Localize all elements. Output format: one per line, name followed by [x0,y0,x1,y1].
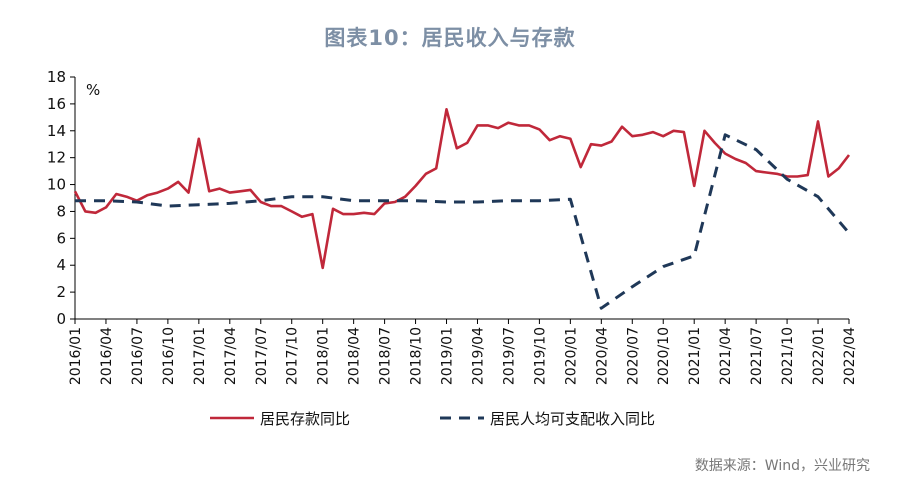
x-tick-label: 2016/07 [130,327,146,385]
series-layer [73,108,851,310]
x-tick-label: 2020/07 [625,327,641,385]
x-tick-label: 2022/04 [842,327,858,385]
y-tick-label: 16 [47,95,66,113]
y-tick-label: 12 [47,149,66,167]
x-tick-label: 2016/04 [99,327,115,385]
series-line-income [75,133,851,310]
x-tick-label: 2017/04 [223,327,239,385]
y-tick-label: 18 [47,68,66,86]
y-tick-label: 0 [56,310,66,328]
y-tick-label: 6 [56,229,66,247]
x-tick-label: 2019/04 [470,327,486,385]
axes: 0 2 4 6 8 10 12 14 16 18% 2016/01 2016/04 2016/07 201… [47,68,858,385]
x-tick-label: 2017/07 [254,327,270,385]
y-tick-label: 10 [47,176,66,194]
chart-title: 图表10：居民收入与存款 [324,26,576,50]
legend-label: 居民人均可支配收入同比 [490,410,655,428]
x-tick-label: 2018/01 [316,327,332,385]
x-tick-label: 2019/01 [440,327,456,385]
x-tick-label: 2017/10 [285,327,301,385]
x-tick-label: 2018/04 [347,327,363,385]
x-tick-label: 2020/01 [563,327,579,385]
x-tick-label: 2018/07 [378,327,394,385]
x-tick-label: 2021/10 [780,327,796,385]
legend-label: 居民存款同比 [260,410,350,428]
x-tick-label: 2017/01 [192,327,208,385]
series-line-deposits [73,108,851,270]
x-tick-label: 2021/01 [687,327,703,385]
x-tick-label: 2020/10 [656,327,672,385]
y-unit-label: % [86,81,100,99]
y-tick-label: 4 [56,256,66,274]
x-tick-label: 2018/10 [409,327,425,385]
source-note: 数据来源：Wind，兴业研究 [694,458,870,474]
x-tick-label: 2019/07 [501,327,517,385]
x-tick-label: 2016/10 [161,327,177,385]
y-tick-label: 14 [47,122,66,140]
x-tick-label: 2022/01 [811,327,827,385]
legend: 居民存款同比 居民人均可支配收入同比 [210,410,655,428]
y-tick-label: 2 [56,283,66,301]
x-tick-label: 2020/04 [594,327,610,385]
x-tick-label: 2019/10 [532,327,548,385]
x-tick-label: 2021/04 [718,327,734,385]
x-tick-label: 2016/01 [68,327,84,385]
x-tick-label: 2021/07 [749,327,765,385]
y-tick-label: 8 [56,202,66,220]
